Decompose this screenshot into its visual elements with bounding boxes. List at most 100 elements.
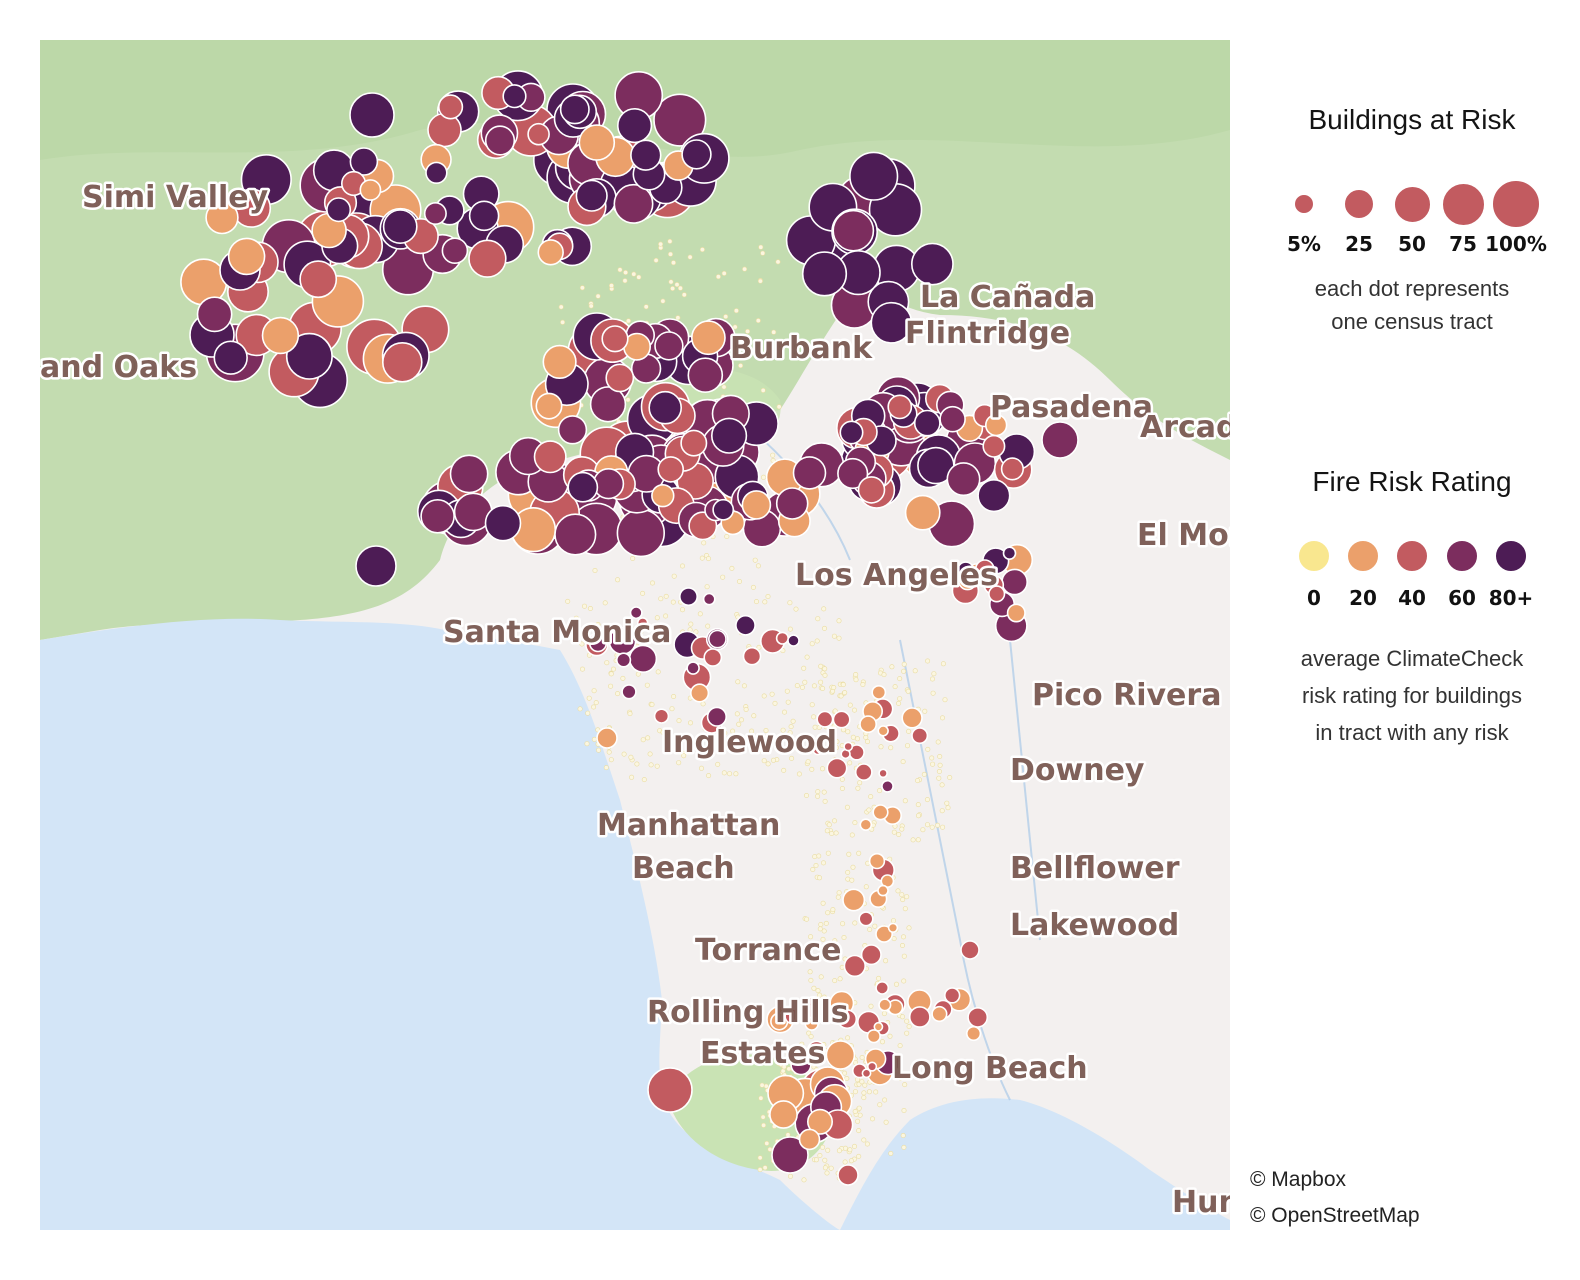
tract-bubble[interactable] xyxy=(299,260,338,299)
tract-bubble[interactable] xyxy=(710,417,748,454)
tract-bubble[interactable] xyxy=(703,648,723,667)
tract-bubble[interactable] xyxy=(741,490,772,520)
tract-bubble[interactable] xyxy=(621,684,637,700)
tract-bubble[interactable] xyxy=(832,710,851,729)
tract-bubble[interactable] xyxy=(988,585,1006,603)
tract-bubble[interactable] xyxy=(901,707,923,729)
tract-bubble[interactable] xyxy=(911,242,954,286)
tract-bubble[interactable] xyxy=(775,487,809,520)
tract-bubble[interactable] xyxy=(870,301,913,344)
tract-bubble[interactable] xyxy=(592,468,625,500)
tract-bubble[interactable] xyxy=(687,357,724,394)
tract-bubble[interactable] xyxy=(812,743,824,756)
tract-bubble[interactable] xyxy=(527,122,550,146)
tract-bubble[interactable] xyxy=(742,646,762,666)
tract-bubble[interactable] xyxy=(878,768,888,779)
tract-bubble[interactable] xyxy=(613,183,654,224)
tract-bubble[interactable] xyxy=(825,1040,856,1070)
tract-bubble[interactable] xyxy=(843,954,866,978)
tract-bubble[interactable] xyxy=(837,457,869,490)
tract-bubble[interactable] xyxy=(943,987,961,1004)
tract-bubble[interactable] xyxy=(326,197,352,223)
tract-bubble[interactable] xyxy=(982,434,1006,458)
tract-bubble[interactable] xyxy=(653,708,670,724)
tract-bubble[interactable] xyxy=(790,1053,812,1076)
tract-bubble[interactable] xyxy=(887,922,899,933)
tract-bubble[interactable] xyxy=(706,706,728,727)
tract-bubble[interactable] xyxy=(285,332,333,380)
tract-bubble[interactable] xyxy=(648,390,683,425)
tract-bubble[interactable] xyxy=(678,587,698,607)
map-canvas[interactable]: Simi Valley and Oaks Burbank La Cañada F… xyxy=(40,40,1230,1230)
tract-bubble[interactable] xyxy=(468,239,507,278)
tract-bubble[interactable] xyxy=(1006,603,1026,623)
tract-bubble[interactable] xyxy=(382,209,418,245)
tract-bubble[interactable] xyxy=(735,614,756,636)
tract-bubble[interactable] xyxy=(904,494,941,531)
tract-bubble[interactable] xyxy=(967,1007,989,1028)
tract-bubble[interactable] xyxy=(427,112,462,148)
tract-bubble[interactable] xyxy=(911,727,929,745)
tract-bubble[interactable] xyxy=(872,804,889,821)
tract-bubble[interactable] xyxy=(787,634,800,647)
mapbox-attribution[interactable]: © Mapbox xyxy=(1250,1168,1347,1191)
tract-bubble[interactable] xyxy=(826,757,848,779)
tract-bubble[interactable] xyxy=(601,325,629,353)
tract-bubble[interactable] xyxy=(578,124,616,161)
tract-bubble[interactable] xyxy=(866,1061,878,1072)
tract-bubble[interactable] xyxy=(875,981,890,995)
tract-bubble[interactable] xyxy=(425,161,448,185)
tract-bubble[interactable] xyxy=(654,331,684,361)
tract-bubble[interactable] xyxy=(801,251,848,297)
tract-bubble[interactable] xyxy=(359,179,382,201)
tract-bubble[interactable] xyxy=(956,561,975,579)
tract-bubble[interactable] xyxy=(647,1067,693,1113)
tract-bubble[interactable] xyxy=(1000,457,1025,481)
tract-bubble[interactable] xyxy=(859,818,873,832)
tract-bubble[interactable] xyxy=(533,440,567,474)
tract-bubble[interactable] xyxy=(616,508,665,558)
tract-bubble[interactable] xyxy=(771,1136,809,1174)
tract-bubble[interactable] xyxy=(420,498,455,534)
tract-bubble[interactable] xyxy=(977,479,1011,513)
tract-bubble[interactable] xyxy=(630,139,662,171)
tract-bubble[interactable] xyxy=(689,683,710,703)
tract-bubble[interactable] xyxy=(575,179,608,212)
tract-bubble[interactable] xyxy=(866,1029,881,1044)
tract-bubble[interactable] xyxy=(887,394,913,420)
tract-bubble[interactable] xyxy=(854,763,873,782)
tract-bubble[interactable] xyxy=(605,363,635,393)
tract-bubble[interactable] xyxy=(535,392,563,420)
tract-bubble[interactable] xyxy=(196,296,233,333)
tract-bubble[interactable] xyxy=(484,125,516,156)
tract-bubble[interactable] xyxy=(681,139,712,170)
tract-bubble[interactable] xyxy=(1001,568,1029,596)
tract-bubble[interactable] xyxy=(974,559,995,580)
tract-bubble[interactable] xyxy=(804,1016,819,1031)
tract-bubble[interactable] xyxy=(423,202,447,226)
tract-bubble[interactable] xyxy=(832,209,875,252)
tract-bubble[interactable] xyxy=(842,888,866,912)
tract-bubble[interactable] xyxy=(1002,546,1017,561)
tract-bubble[interactable] xyxy=(227,237,266,276)
tract-bubble[interactable] xyxy=(205,200,239,235)
map-svg[interactable]: Simi Valley and Oaks Burbank La Cañada F… xyxy=(40,40,1230,1230)
tract-bubble[interactable] xyxy=(784,1008,801,1025)
tract-bubble[interactable] xyxy=(913,409,941,437)
tract-bubble[interactable] xyxy=(680,429,708,457)
tract-bubble[interactable] xyxy=(502,84,527,109)
tract-bubble[interactable] xyxy=(708,629,727,649)
tract-bubble[interactable] xyxy=(868,852,886,870)
tract-bubble[interactable] xyxy=(588,634,608,653)
tract-bubble[interactable] xyxy=(629,606,643,620)
tract-bubble[interactable] xyxy=(441,237,469,264)
tract-bubble[interactable] xyxy=(702,592,716,606)
tract-bubble[interactable] xyxy=(806,1108,833,1135)
tract-bubble[interactable] xyxy=(877,884,889,897)
tract-bubble[interactable] xyxy=(213,340,248,375)
tract-bubble[interactable] xyxy=(653,93,707,147)
tract-bubble[interactable] xyxy=(349,147,379,176)
tract-bubble[interactable] xyxy=(806,1040,826,1060)
tract-bubble[interactable] xyxy=(712,498,735,521)
tract-bubble[interactable] xyxy=(542,344,577,380)
